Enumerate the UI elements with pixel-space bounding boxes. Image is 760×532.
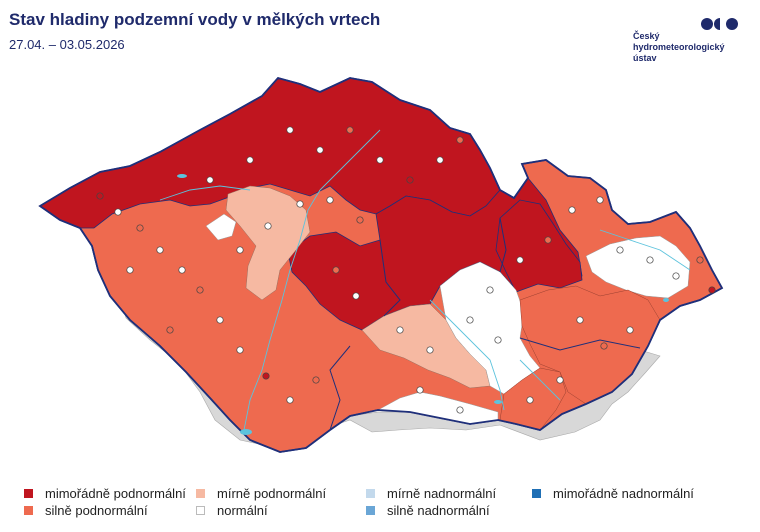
well-point [600,342,608,350]
well-point [196,286,204,294]
well-point [626,326,634,334]
well-point [376,156,384,164]
well-point [696,256,704,264]
well-point [494,336,502,344]
well-point [236,346,244,354]
well-point [526,396,534,404]
well-point [646,256,654,264]
legend-item-silne-nadnormalni: silně nadnormální [366,503,490,518]
legend-item-mirne-nadnormalni: mírně nadnormální [366,486,496,501]
well-point [596,196,604,204]
well-point [544,236,552,244]
well-point [216,316,224,324]
legend-label: mírně nadnormální [387,486,497,501]
region-mimoradne-podnormalni-east [495,199,583,293]
well-point [96,192,104,200]
well-point [296,200,304,208]
chmi-logo-icon [701,18,738,30]
well-point [286,396,294,404]
legend-swatch [24,506,33,515]
well-point [568,206,576,214]
logo-line-2: hydrometeorologický [633,42,725,52]
chmi-logo: Český hydrometeorologický ústav [633,16,743,66]
legend-item-mirne-podnormalni: mírně podnormální [196,486,326,501]
legend-swatch [196,489,205,498]
well-point [262,372,270,380]
legend-label: mírně podnormální [217,486,327,501]
legend-swatch [366,489,375,498]
rivers [159,129,691,431]
legend-label: normální [217,503,268,518]
well-point [126,266,134,274]
well-point [396,326,404,334]
map-title: Stav hladiny podzemní vody v mělkých vrt… [9,10,381,29]
date-range: 27.04. – 03.05.2026 [9,37,125,52]
legend-swatch [532,489,541,498]
well-point [466,316,474,324]
well-point [352,292,360,300]
well-point [332,266,340,274]
well-point [312,376,320,384]
well-point [316,146,324,154]
region-normalni-4 [205,213,237,241]
well-point [356,216,364,224]
map-legend: mimořádně podnormální silně podnormální … [24,486,744,520]
well-point [486,286,494,294]
legend-item-mimoradne-podnormalni: mimořádně podnormální [24,486,186,501]
well-point [178,266,186,274]
well-point [426,346,434,354]
well-point [456,406,464,414]
well-point [616,246,624,254]
well-point [136,224,144,232]
well-point [236,246,244,254]
groundwater-map [38,76,724,453]
well-point [206,176,214,184]
well-point [406,176,414,184]
well-point [708,286,716,294]
legend-label: silně nadnormální [387,503,490,518]
legend-swatch [196,506,205,515]
well-point [246,156,254,164]
well-point [114,208,122,216]
logo-line-1: Český [633,31,660,41]
legend-item-mimoradne-nadnormalni: mimořádně nadnormální [532,486,694,501]
lakes [177,174,669,435]
legend-item-normalni: normální [196,503,268,518]
well-points [96,126,716,414]
region-normalni-3 [585,235,691,299]
logo-line-3: ústav [633,53,657,63]
legend-item-silne-podnormalni: silně podnormální [24,503,148,518]
country-border [38,76,724,453]
legend-label: silně podnormální [45,503,148,518]
well-point [156,246,164,254]
well-point [346,126,354,134]
well-point [556,376,564,384]
region-mirne-podnormalni-1 [225,185,311,301]
legend-label: mimořádně podnormální [45,486,186,501]
well-point [326,196,334,204]
legend-swatch [24,489,33,498]
well-point [456,136,464,144]
legend-label: mimořádně nadnormální [553,486,694,501]
well-point [436,156,444,164]
regional-borders [329,217,641,431]
well-point [166,326,174,334]
well-point [672,272,680,280]
legend-swatch [366,506,375,515]
well-point [264,222,272,230]
well-point [416,386,424,394]
well-point [576,316,584,324]
well-point [286,126,294,134]
well-point [516,256,524,264]
